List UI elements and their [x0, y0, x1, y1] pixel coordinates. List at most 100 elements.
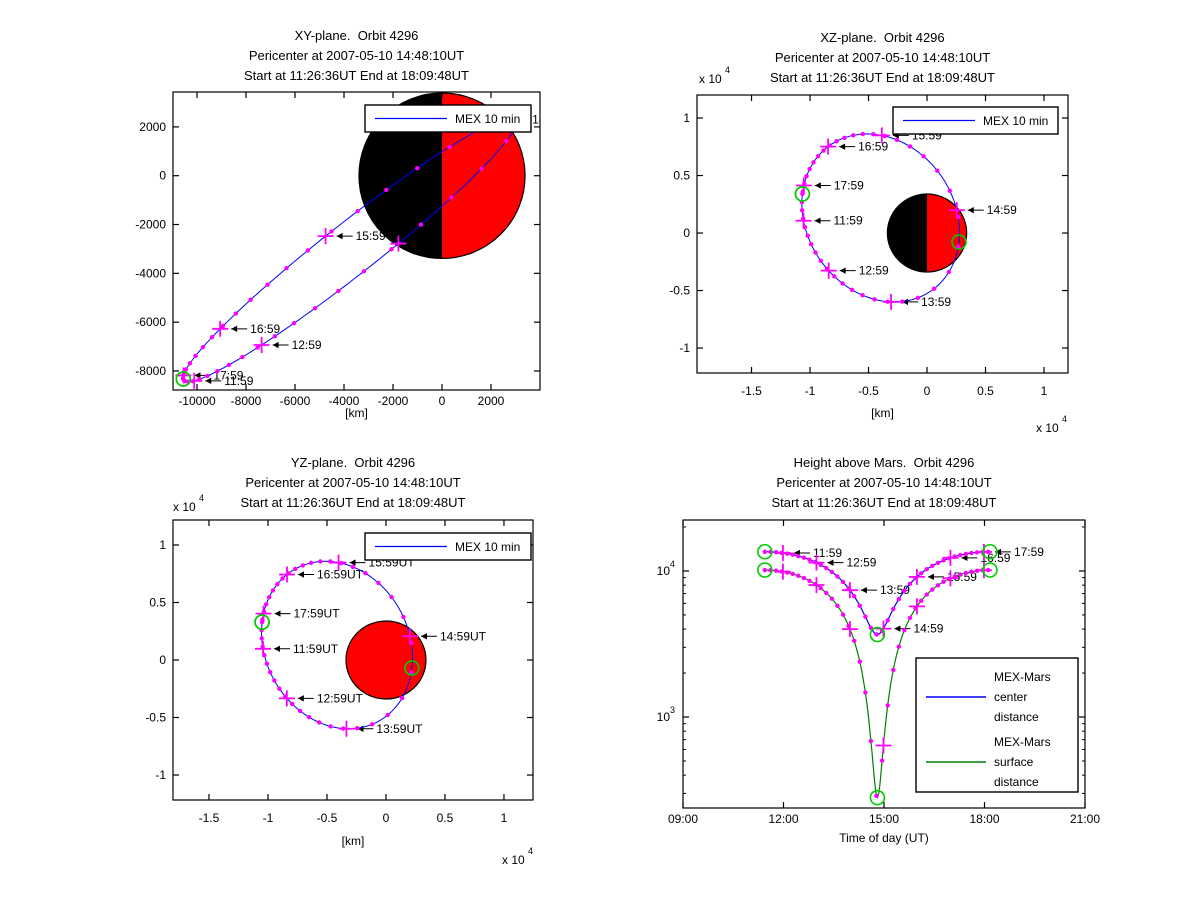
x-tick-label: 1 [1041, 384, 1048, 398]
x-tick-label: -1.5 [199, 811, 220, 825]
plot-artwork: 11:59UT12:59UT13:59UT14:59UT15:59UT16:59… [254, 554, 487, 737]
legend-box: MEX 10 min [364, 104, 532, 133]
ten-min-dot [215, 368, 220, 374]
time-annotation: 14:59UT [440, 629, 487, 643]
ten-min-dot [240, 354, 245, 360]
ten-min-dot [807, 166, 812, 172]
ten-min-dot [306, 714, 312, 720]
ten-min-dot [851, 594, 857, 599]
annotation-arrowhead [272, 341, 279, 349]
y-tick-label: 0 [683, 226, 690, 240]
ten-min-dot [389, 594, 394, 600]
ten-min-dot [449, 195, 454, 200]
ten-min-dot [935, 168, 940, 173]
ten-min-dot [930, 563, 935, 568]
y-tick-label: 10 [657, 710, 671, 724]
x-tick-label: -10000 [178, 394, 216, 408]
axis-exponent-sup: 4 [199, 493, 204, 503]
ten-min-dot [894, 137, 900, 143]
subplot-yz: YZ-plane. Orbit 4296 Pericenter at 2007-0… [145, 455, 534, 867]
time-annotation: 15:59 [947, 570, 977, 584]
ten-min-dot [369, 722, 375, 727]
ten-min-dot [762, 549, 768, 554]
ten-min-dot [385, 712, 390, 718]
ten-min-dot [969, 550, 974, 556]
ten-min-dot [361, 269, 367, 274]
ten-min-dot [956, 244, 961, 249]
ten-min-dot [350, 564, 356, 570]
ten-min-dot [958, 552, 963, 558]
time-annotation: 12:59 [859, 264, 889, 278]
ten-min-dot [829, 569, 835, 575]
y-tick-label: -0.5 [145, 711, 166, 725]
ten-min-dot [860, 131, 866, 137]
ten-min-dot [297, 708, 303, 714]
planet-layer [886, 193, 968, 273]
ten-min-dot [857, 603, 862, 608]
ten-min-dot [418, 222, 424, 227]
ten-min-dot [857, 659, 862, 664]
ten-min-dot [193, 353, 198, 359]
y-tick-label: -0.5 [669, 284, 690, 298]
legend-label: surface [994, 755, 1034, 769]
ten-min-dot [277, 686, 282, 691]
ten-min-dot [376, 580, 381, 586]
ten-min-dot [329, 229, 334, 234]
ten-min-dot [872, 297, 877, 302]
x-tick-label: 0 [439, 394, 446, 408]
legend-box: MEX 10 min [364, 532, 532, 561]
ten-min-dot [813, 250, 818, 255]
ten-min-dot [384, 187, 389, 193]
time-annotation: 12:59 [292, 338, 322, 352]
time-annotation: 11:59 [834, 214, 863, 228]
time-annotation: 11:59UT [293, 642, 339, 656]
ten-min-dot [835, 603, 840, 608]
ten-min-dot [918, 598, 924, 603]
y-tick-label: 1 [159, 538, 166, 552]
x-tick-label: -8000 [231, 394, 262, 408]
ten-min-dot [796, 573, 801, 579]
x-tick-label: -4000 [329, 394, 360, 408]
ten-min-dot [263, 602, 269, 607]
event-circle [869, 626, 886, 643]
ten-min-dot [187, 361, 193, 366]
legend-label: MEX-Mars [994, 735, 1051, 749]
ten-min-dot [818, 585, 823, 591]
plot-title-line: Pericenter at 2007-05-10 14:48:10UT [776, 475, 991, 490]
y-tick-label: 2000 [139, 120, 166, 134]
ten-min-dot [389, 247, 394, 252]
ten-min-dot [796, 553, 801, 559]
annotation-arrowhead [967, 206, 974, 214]
ten-min-dot [860, 293, 865, 298]
axis-exponent-label: x 10 [502, 853, 525, 867]
orbit-layer [757, 543, 998, 806]
y-tick-exponent: 4 [670, 559, 675, 569]
time-annotation: 16:59 [250, 322, 280, 336]
ten-min-dot [941, 579, 946, 585]
y-tick-label: 0 [159, 653, 166, 667]
axes-box [172, 91, 541, 391]
annotation-arrowhead [420, 633, 427, 640]
ten-min-dot [885, 703, 890, 708]
event-circle [951, 234, 967, 250]
x-tick-label: 0.5 [977, 384, 994, 398]
annotation-arrowhead [349, 559, 356, 566]
x-tick-label: 1 [501, 811, 508, 825]
ten-min-dot [840, 612, 846, 617]
time-annotation: 17:59UT [294, 607, 341, 621]
subplot-xy: XY-plane. Orbit 4296 Pericenter at 2007-0… [135, 28, 541, 420]
x-tick-label: 0 [383, 811, 390, 825]
plot-title-line: Start at 11:26:36UT End at 18:09:48UT [772, 495, 997, 510]
ten-min-dot [891, 606, 896, 612]
event-circle [404, 660, 420, 676]
annotation-arrowhead [274, 645, 281, 653]
ten-min-dot [799, 208, 805, 213]
ten-min-dot [272, 334, 278, 339]
ten-min-dot [183, 367, 189, 372]
ten-min-dot [963, 570, 969, 576]
orbit-layer [794, 127, 967, 310]
ten-min-dot [924, 567, 929, 572]
ten-min-dot [907, 144, 913, 149]
plot-title-line: Pericenter at 2007-05-10 14:48:10UT [249, 48, 464, 63]
